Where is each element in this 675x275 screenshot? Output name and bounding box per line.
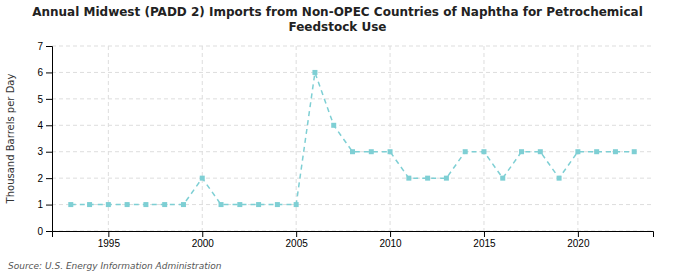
marker (162, 202, 167, 207)
y-tick-label: 1 (37, 199, 43, 210)
x-tick: 1995 (98, 231, 121, 249)
x-tick-mark (390, 231, 391, 237)
x-tick-mark (296, 231, 297, 237)
y-tick: 6 (37, 67, 52, 78)
x-grid-line (202, 46, 203, 231)
marker (181, 202, 186, 207)
x-tick-mark (108, 231, 109, 237)
x-tick-mark (484, 231, 485, 237)
y-tick-mark (46, 72, 52, 73)
x-axis: 1995 2000 2005 2010 2015 2020 (53, 231, 654, 249)
marker (200, 176, 205, 181)
y-tick-mark (46, 178, 52, 179)
plot-area: 1995 2000 2005 2010 2015 2020 0 1 2 3 4 5 6 7 (37, 41, 653, 249)
y-tick-mark (46, 46, 52, 47)
y-tick-mark (46, 99, 52, 100)
x-grid-line (483, 46, 484, 231)
y-tick-mark (46, 231, 52, 232)
x-tick-label: 2020 (567, 238, 590, 249)
grid (52, 46, 653, 231)
marker (388, 149, 393, 154)
marker (575, 149, 580, 154)
marker (463, 149, 468, 154)
marker (143, 202, 148, 207)
marker (594, 149, 599, 154)
y-tick-mark (46, 205, 52, 206)
marker (87, 202, 92, 207)
marker (219, 202, 224, 207)
y-grid-line (52, 46, 653, 47)
x-grid-line (577, 46, 578, 231)
y-tick-label: 3 (37, 146, 43, 157)
marker (369, 149, 374, 154)
x-tick: 2015 (473, 231, 496, 249)
y-axis-label: Thousand Barrels per Day (5, 74, 16, 205)
y-tick-label: 4 (37, 120, 43, 131)
y-tick-mark (46, 152, 52, 153)
marker (294, 202, 299, 207)
marker (632, 149, 637, 154)
x-tick: 2005 (286, 231, 309, 249)
x-tick: 2010 (379, 231, 402, 249)
marker (312, 70, 317, 75)
y-tick-label: 2 (37, 173, 43, 184)
marker (481, 149, 486, 154)
y-grid-line (52, 178, 653, 179)
marker (350, 149, 355, 154)
y-grid-line (52, 125, 653, 126)
y-tick-mark (46, 125, 52, 126)
x-grid-line (390, 46, 391, 231)
y-tick: 2 (37, 173, 52, 184)
y-tick-label: 6 (37, 67, 43, 78)
x-tick-label: 2015 (473, 238, 496, 249)
x-tick-mark (578, 231, 579, 237)
marker (425, 176, 430, 181)
y-tick: 1 (37, 199, 52, 210)
y-tick: 0 (37, 226, 52, 237)
x-tick-label: 1995 (98, 238, 121, 249)
marker (519, 149, 524, 154)
y-axis: 0 1 2 3 4 5 6 7 (37, 41, 52, 237)
marker (538, 149, 543, 154)
marker (331, 123, 336, 128)
title: Annual Midwest (PADD 2) Imports from Non… (32, 5, 643, 34)
marker (256, 202, 261, 207)
y-grid-line (52, 72, 653, 73)
x-axis-line (53, 232, 654, 238)
y-axis-line (46, 47, 53, 232)
y-tick: 5 (37, 94, 52, 105)
y-tick: 4 (37, 120, 52, 131)
y-tick-label: 5 (37, 94, 43, 105)
x-tick-label: 2000 (192, 238, 215, 249)
marker (500, 176, 505, 181)
marker (275, 202, 280, 207)
line (71, 72, 634, 204)
marker (106, 202, 111, 207)
series (68, 70, 636, 207)
marker (68, 202, 73, 207)
source-note: Source: U.S. Energy Information Administ… (8, 261, 222, 271)
y-grid-line (52, 98, 653, 99)
marker (406, 176, 411, 181)
x-tick-label: 2005 (286, 238, 309, 249)
y-tick: 3 (37, 146, 52, 157)
y-tick-label: 0 (37, 226, 43, 237)
marker (125, 202, 130, 207)
y-tick-label: 7 (37, 41, 43, 52)
chart: 1995 2000 2005 2010 2015 2020 0 1 2 3 4 5 6 7 Annual M… (0, 0, 675, 275)
y-grid-line (52, 204, 653, 205)
x-tick: 2020 (567, 231, 590, 249)
x-tick-mark (202, 231, 203, 237)
marker (613, 149, 618, 154)
x-tick: 2000 (192, 231, 215, 249)
x-tick-label: 2010 (379, 238, 402, 249)
marker (237, 202, 242, 207)
marker (444, 176, 449, 181)
marker (557, 176, 562, 181)
y-tick: 7 (37, 41, 52, 52)
